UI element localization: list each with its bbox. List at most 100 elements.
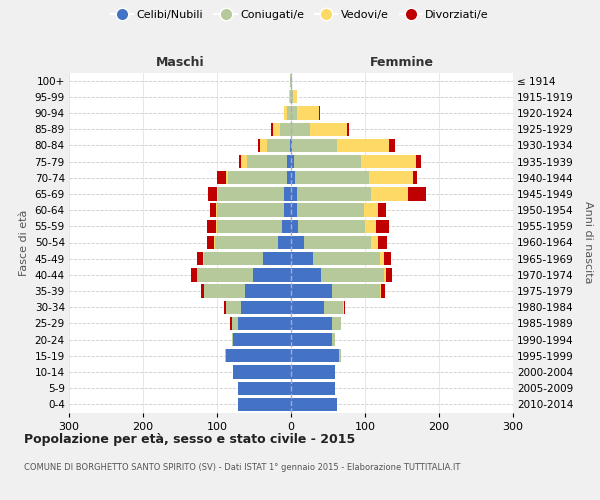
Bar (258, 138, 260, 152)
Bar (291, 236, 304, 249)
Bar (241, 300, 291, 314)
Bar (376, 220, 389, 233)
Bar (191, 268, 197, 281)
Bar (291, 268, 320, 281)
Bar (291, 317, 332, 330)
Bar (203, 252, 263, 266)
Bar (238, 398, 291, 411)
Bar (408, 188, 427, 200)
Bar (232, 333, 233, 346)
Y-axis label: Anni di nascita: Anni di nascita (583, 201, 593, 283)
Bar (339, 349, 341, 362)
Bar (287, 106, 291, 120)
Bar (313, 252, 380, 266)
Bar (310, 122, 347, 136)
Bar (215, 236, 278, 249)
Bar (291, 188, 297, 200)
Bar (291, 204, 297, 217)
Bar (291, 284, 332, 298)
Bar (379, 236, 387, 249)
Bar (297, 106, 319, 120)
Bar (297, 204, 364, 217)
Bar (211, 204, 216, 217)
Bar (226, 171, 228, 184)
Bar (292, 138, 337, 152)
Bar (216, 220, 217, 233)
Bar (280, 122, 291, 136)
Bar (228, 171, 287, 184)
Bar (325, 300, 343, 314)
Text: Maschi: Maschi (155, 56, 205, 70)
Text: Popolazione per età, sesso e stato civile - 2015: Popolazione per età, sesso e stato civil… (24, 432, 355, 446)
Bar (291, 300, 325, 314)
Bar (298, 220, 365, 233)
Bar (284, 106, 287, 120)
Bar (332, 333, 335, 346)
Bar (208, 220, 216, 233)
Legend: Celibi/Nubili, Coniugati/e, Vedovi/e, Divorziati/e: Celibi/Nubili, Coniugati/e, Vedovi/e, Di… (107, 6, 493, 25)
Bar (278, 236, 291, 249)
Text: COMUNE DI BORGHETTO SANTO SPIRITO (SV) - Dati ISTAT 1° gennaio 2015 - Elaborazio: COMUNE DI BORGHETTO SANTO SPIRITO (SV) -… (24, 462, 460, 471)
Bar (217, 220, 282, 233)
Bar (226, 300, 241, 314)
Bar (386, 268, 392, 281)
Bar (287, 155, 291, 168)
Bar (343, 300, 344, 314)
Bar (344, 300, 345, 314)
Bar (332, 284, 380, 298)
Bar (217, 171, 226, 184)
Bar (371, 188, 408, 200)
Bar (205, 284, 245, 298)
Bar (383, 268, 386, 281)
Bar (226, 349, 291, 362)
Bar (272, 122, 280, 136)
Bar (291, 349, 339, 362)
Bar (379, 204, 386, 217)
Bar (232, 317, 238, 330)
Bar (291, 252, 313, 266)
Bar (291, 74, 292, 87)
Y-axis label: Fasce di età: Fasce di età (19, 210, 29, 276)
Bar (290, 138, 291, 152)
Bar (241, 155, 247, 168)
Bar (297, 188, 371, 200)
Bar (268, 138, 290, 152)
Text: Femmine: Femmine (370, 56, 434, 70)
Bar (287, 171, 291, 184)
Bar (291, 220, 298, 233)
Bar (371, 236, 379, 249)
Bar (238, 382, 291, 395)
Bar (383, 252, 391, 266)
Bar (233, 366, 291, 378)
Bar (291, 122, 310, 136)
Bar (416, 155, 421, 168)
Bar (216, 204, 217, 217)
Bar (284, 188, 291, 200)
Bar (295, 171, 368, 184)
Bar (291, 138, 292, 152)
Bar (361, 155, 416, 168)
Bar (217, 204, 284, 217)
Bar (197, 252, 203, 266)
Bar (365, 220, 376, 233)
Bar (282, 220, 291, 233)
Bar (197, 268, 253, 281)
Bar (239, 155, 241, 168)
Bar (263, 252, 291, 266)
Bar (389, 138, 395, 152)
Bar (271, 122, 272, 136)
Bar (332, 317, 341, 330)
Bar (260, 138, 268, 152)
Bar (319, 106, 320, 120)
Bar (291, 155, 294, 168)
Bar (291, 333, 332, 346)
Bar (291, 90, 293, 104)
Bar (217, 188, 218, 200)
Bar (238, 317, 291, 330)
Bar (293, 90, 297, 104)
Bar (369, 171, 413, 184)
Bar (245, 284, 291, 298)
Bar (206, 236, 214, 249)
Bar (380, 284, 381, 298)
Bar (224, 300, 226, 314)
